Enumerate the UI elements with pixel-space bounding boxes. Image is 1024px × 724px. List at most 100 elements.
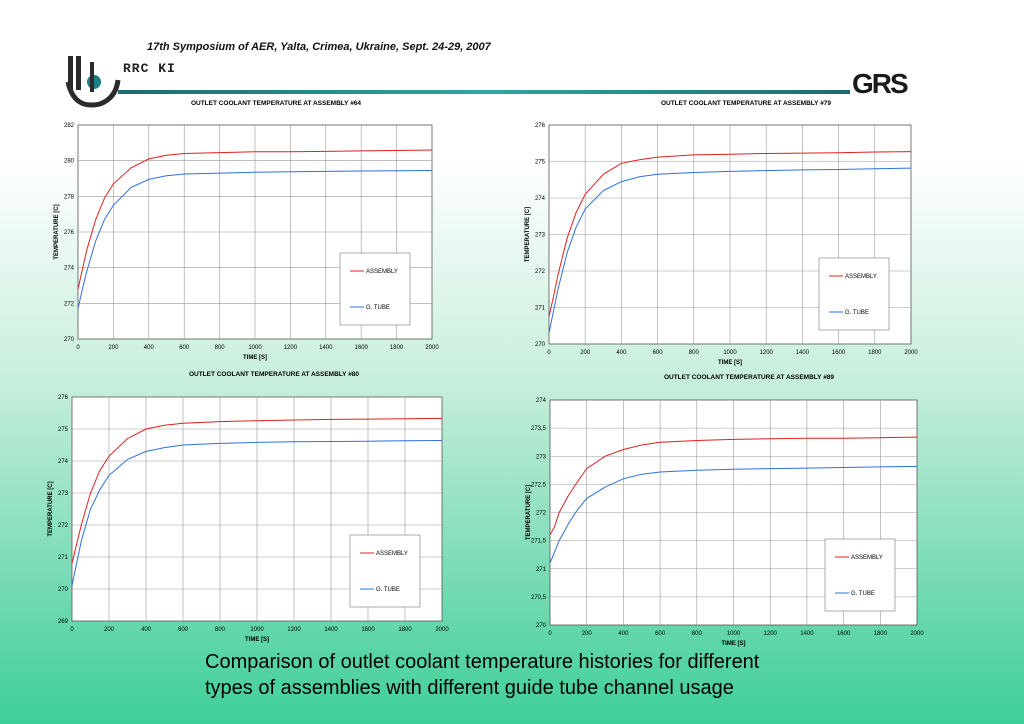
x-tick-label: 800: [689, 350, 700, 356]
x-tick-label: 0: [76, 345, 80, 351]
y-axis-label: TEMPERATURE [C]: [54, 204, 60, 259]
y-tick-label: 282: [64, 123, 75, 129]
x-tick-label: 1200: [287, 627, 301, 633]
x-tick-label: 2000: [910, 631, 924, 637]
y-tick-label: 275: [535, 160, 546, 166]
x-tick-label: 1000: [250, 627, 264, 633]
series-line-g-tube: [77, 170, 433, 309]
y-tick-label: 273: [535, 233, 546, 239]
chart-1: OUTLET COOLANT TEMPERATURE AT ASSEMBLY #…: [54, 100, 439, 361]
chart-title: OUTLET COOLANT TEMPERATURE AT ASSEMBLY #…: [189, 371, 359, 378]
x-tick-label: 1000: [248, 345, 262, 351]
x-tick-label: 800: [215, 627, 226, 633]
caption-line-1: Comparison of outlet coolant temperature…: [205, 651, 760, 673]
y-axis-label: TEMPERATURE [C]: [48, 481, 54, 536]
x-tick-label: 2000: [904, 350, 918, 356]
x-tick-label: 1400: [796, 350, 810, 356]
y-tick-label: 270: [536, 623, 547, 629]
x-tick-label: 1600: [832, 350, 846, 356]
legend-label: ASSEMBLY: [851, 555, 883, 561]
y-tick-label: 269: [58, 619, 69, 625]
x-tick-label: 1400: [324, 627, 338, 633]
caption-line-2: types of assemblies with different guide…: [205, 677, 734, 699]
y-tick-label: 271,5: [531, 539, 547, 545]
x-tick-label: 2000: [425, 345, 439, 351]
y-tick-label: 274: [58, 459, 69, 465]
chart-2: OUTLET COOLANT TEMPERATURE AT ASSEMBLY #…: [525, 100, 918, 366]
chart-4: OUTLET COOLANT TEMPERATURE AT ASSEMBLY #…: [526, 374, 924, 647]
series-line-g-tube: [549, 465, 918, 564]
legend-label: G. TUBE: [376, 587, 400, 593]
rrc-ki-logo: [65, 56, 121, 108]
y-tick-label: 274: [535, 196, 546, 202]
grs-logo: GRS: [852, 68, 909, 99]
x-tick-label: 1800: [874, 631, 888, 637]
x-tick-label: 1200: [760, 350, 774, 356]
x-axis-label: TIME [S]: [722, 641, 746, 647]
y-tick-label: 272,5: [531, 482, 547, 488]
figure-caption: Comparison of outlet coolant temperature…: [205, 649, 905, 701]
x-tick-label: 800: [215, 345, 226, 351]
x-tick-label: 0: [70, 627, 74, 633]
y-tick-label: 275: [58, 427, 69, 433]
legend-label: ASSEMBLY: [845, 274, 877, 280]
y-tick-label: 272: [536, 511, 547, 517]
y-axis-label: TEMPERATURE [C]: [525, 207, 531, 262]
header-title: 17th Symposium of AER, Yalta, Crimea, Uk…: [147, 41, 491, 53]
legend-label: ASSEMBLY: [366, 269, 398, 275]
series-line-g-tube: [71, 440, 443, 586]
x-tick-label: 400: [141, 627, 152, 633]
y-tick-label: 276: [535, 123, 546, 129]
y-tick-label: 274: [64, 266, 75, 272]
x-tick-label: 400: [144, 345, 155, 351]
x-tick-label: 800: [692, 631, 703, 637]
y-tick-label: 270: [535, 342, 546, 348]
x-tick-label: 1600: [837, 631, 851, 637]
x-axis-label: TIME [S]: [718, 360, 742, 366]
y-tick-label: 274: [536, 398, 547, 404]
y-tick-label: 271: [535, 306, 546, 312]
x-tick-label: 600: [655, 631, 666, 637]
x-tick-label: 1800: [868, 350, 882, 356]
chart-title: OUTLET COOLANT TEMPERATURE AT ASSEMBLY #…: [191, 100, 361, 107]
x-tick-label: 1800: [390, 345, 404, 351]
y-tick-label: 273,5: [531, 426, 547, 432]
header-rule: [118, 90, 850, 94]
x-tick-label: 0: [548, 631, 552, 637]
x-tick-label: 200: [108, 345, 119, 351]
y-tick-label: 270,5: [531, 595, 547, 601]
chart-title: OUTLET COOLANT TEMPERATURE AT ASSEMBLY #…: [664, 374, 834, 381]
legend-label: G. TUBE: [851, 591, 875, 597]
series-line-assembly: [77, 149, 433, 290]
x-axis-label: TIME [S]: [243, 355, 267, 361]
y-tick-label: 280: [64, 159, 75, 165]
legend-box: [349, 534, 421, 608]
y-tick-label: 273: [536, 454, 547, 460]
y-tick-label: 270: [64, 337, 75, 343]
series-line-g-tube: [548, 167, 912, 334]
x-tick-label: 400: [616, 350, 627, 356]
x-tick-label: 0: [547, 350, 551, 356]
legend-label: ASSEMBLY: [376, 551, 408, 557]
y-tick-label: 271: [536, 567, 547, 573]
y-tick-label: 278: [64, 194, 75, 200]
x-axis-label: TIME [S]: [245, 637, 269, 643]
y-tick-label: 276: [64, 230, 75, 236]
x-tick-label: 600: [178, 627, 189, 633]
y-tick-label: 270: [58, 587, 69, 593]
legend-label: G. TUBE: [845, 310, 869, 316]
x-tick-label: 1000: [727, 631, 741, 637]
x-tick-label: 1400: [319, 345, 333, 351]
legend-box: [339, 252, 411, 326]
x-tick-label: 1800: [398, 627, 412, 633]
y-tick-label: 272: [535, 269, 546, 275]
legend-box: [824, 538, 896, 612]
x-tick-label: 400: [618, 631, 629, 637]
y-axis-label: TEMPERATURE [C]: [526, 485, 532, 540]
series-line-assembly: [548, 151, 912, 317]
y-tick-label: 276: [58, 395, 69, 401]
x-tick-label: 1400: [800, 631, 814, 637]
rrc-ki-logo-text: RRC KI: [123, 61, 176, 76]
x-tick-label: 200: [582, 631, 593, 637]
y-tick-label: 272: [58, 523, 69, 529]
